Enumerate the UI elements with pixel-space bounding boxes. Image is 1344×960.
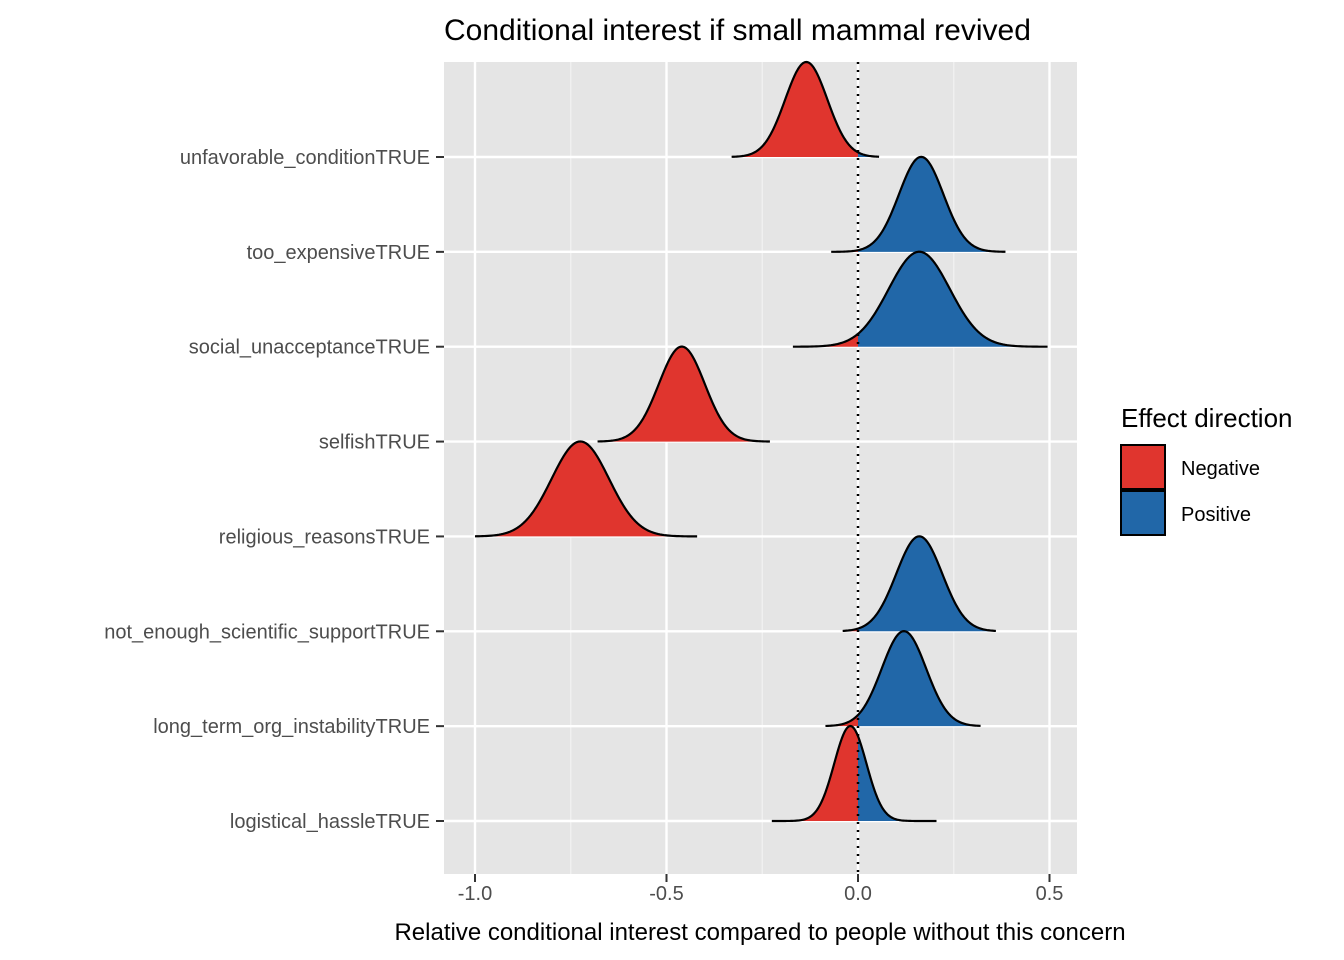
legend-title: Effect direction <box>1121 403 1293 433</box>
panel-background <box>444 62 1077 874</box>
ridges <box>474 60 1048 823</box>
legend-label-positive: Positive <box>1181 504 1251 526</box>
ridge-negative-fill <box>597 346 770 442</box>
y-tick-label: social_unacceptanceTRUE <box>189 337 430 359</box>
ridge-positive-fill <box>858 536 996 632</box>
ridge-outline <box>792 250 1048 348</box>
y-tick-label: logistical_hassleTRUE <box>230 811 430 833</box>
ridge-outline <box>771 724 937 823</box>
legend-key-positive <box>1120 490 1166 536</box>
ridge-outline <box>831 155 1006 253</box>
y-tick-label: long_term_org_instabilityTRUE <box>153 716 430 738</box>
y-tick-label: selfishTRUE <box>319 432 430 454</box>
ridge-outline <box>474 440 698 538</box>
ridge-negative-fill <box>825 714 858 727</box>
ridge-outline <box>825 630 981 728</box>
y-tick-label: too_expensiveTRUE <box>247 242 430 264</box>
ridge-positive-fill <box>858 251 1048 347</box>
x-tick-label: -1.0 <box>458 883 492 905</box>
ridge-outline <box>597 345 770 443</box>
ridge-negative-fill <box>475 441 698 537</box>
x-tick-label: 0.0 <box>844 883 872 905</box>
legend-label-negative: Negative <box>1181 458 1260 480</box>
x-axis-title: Relative conditional interest compared t… <box>394 919 1125 946</box>
ridge-outline <box>731 60 880 158</box>
ridge-outline <box>842 535 996 633</box>
x-axis: -1.0 -0.5 0.0 0.5 <box>458 874 1064 905</box>
legend: Effect direction Negative Positive <box>1120 403 1293 536</box>
x-tick-label: -0.5 <box>649 883 683 905</box>
y-tick-label: not_enough_scientific_supportTRUE <box>104 621 430 643</box>
ridge-negative-fill <box>771 726 858 821</box>
ridge-positive-fill <box>858 152 880 157</box>
y-tick-label: religious_reasonsTRUE <box>219 526 430 548</box>
legend-key-negative <box>1120 444 1166 490</box>
y-tick-label: unfavorable_conditionTRUE <box>180 147 430 169</box>
ridge-positive-fill <box>858 631 981 727</box>
y-axis: unfavorable_conditionTRUE too_expensiveTR… <box>104 147 444 833</box>
chart-title: Conditional interest if small mammal rev… <box>444 14 1031 47</box>
ridge-negative-fill <box>731 62 858 158</box>
ridge-positive-fill <box>858 156 1006 252</box>
x-tick-label: 0.5 <box>1036 883 1064 905</box>
